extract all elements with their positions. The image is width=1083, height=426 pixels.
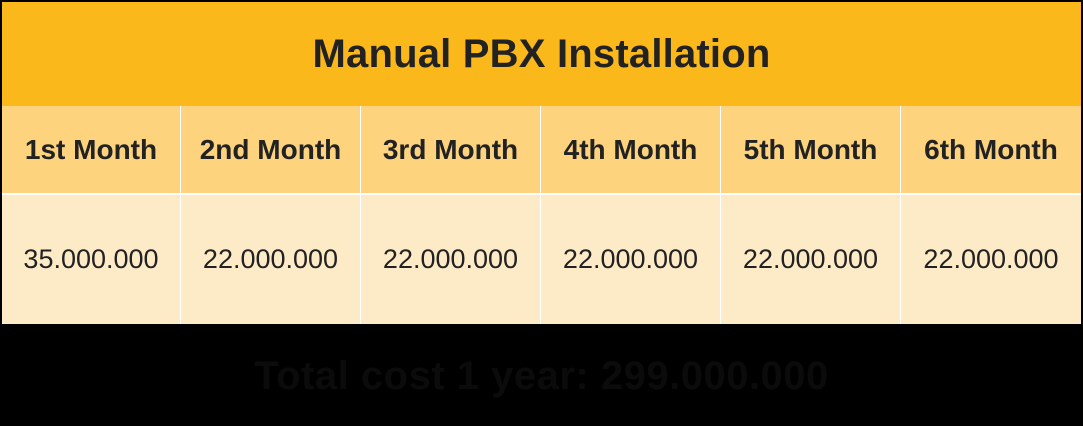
table-title: Manual PBX Installation bbox=[312, 31, 771, 76]
value-cell-month-4: 22.000.000 bbox=[541, 195, 720, 324]
pricing-grid: 1st Month 2nd Month 3rd Month 4th Month … bbox=[2, 106, 1081, 324]
value-cell-month-5: 22.000.000 bbox=[721, 195, 900, 324]
value-cell-month-6: 22.000.000 bbox=[901, 195, 1081, 324]
footer-area: Total cost 1 year: 299.000.000 bbox=[0, 326, 1083, 426]
column-header-month-1: 1st Month bbox=[2, 106, 180, 193]
column-header-month-2: 2nd Month bbox=[181, 106, 360, 193]
value-cell-month-3: 22.000.000 bbox=[361, 195, 540, 324]
column-header-month-3: 3rd Month bbox=[361, 106, 540, 193]
column-header-month-4: 4th Month bbox=[541, 106, 720, 193]
value-cell-month-2: 22.000.000 bbox=[181, 195, 360, 324]
column-header-month-6: 6th Month bbox=[901, 106, 1081, 193]
pricing-table: Manual PBX Installation 1st Month 2nd Mo… bbox=[2, 2, 1081, 324]
column-header-month-5: 5th Month bbox=[721, 106, 900, 193]
total-cost-caption: Total cost 1 year: 299.000.000 bbox=[254, 353, 829, 398]
table-title-bar: Manual PBX Installation bbox=[2, 2, 1081, 106]
value-cell-month-1: 35.000.000 bbox=[2, 195, 180, 324]
